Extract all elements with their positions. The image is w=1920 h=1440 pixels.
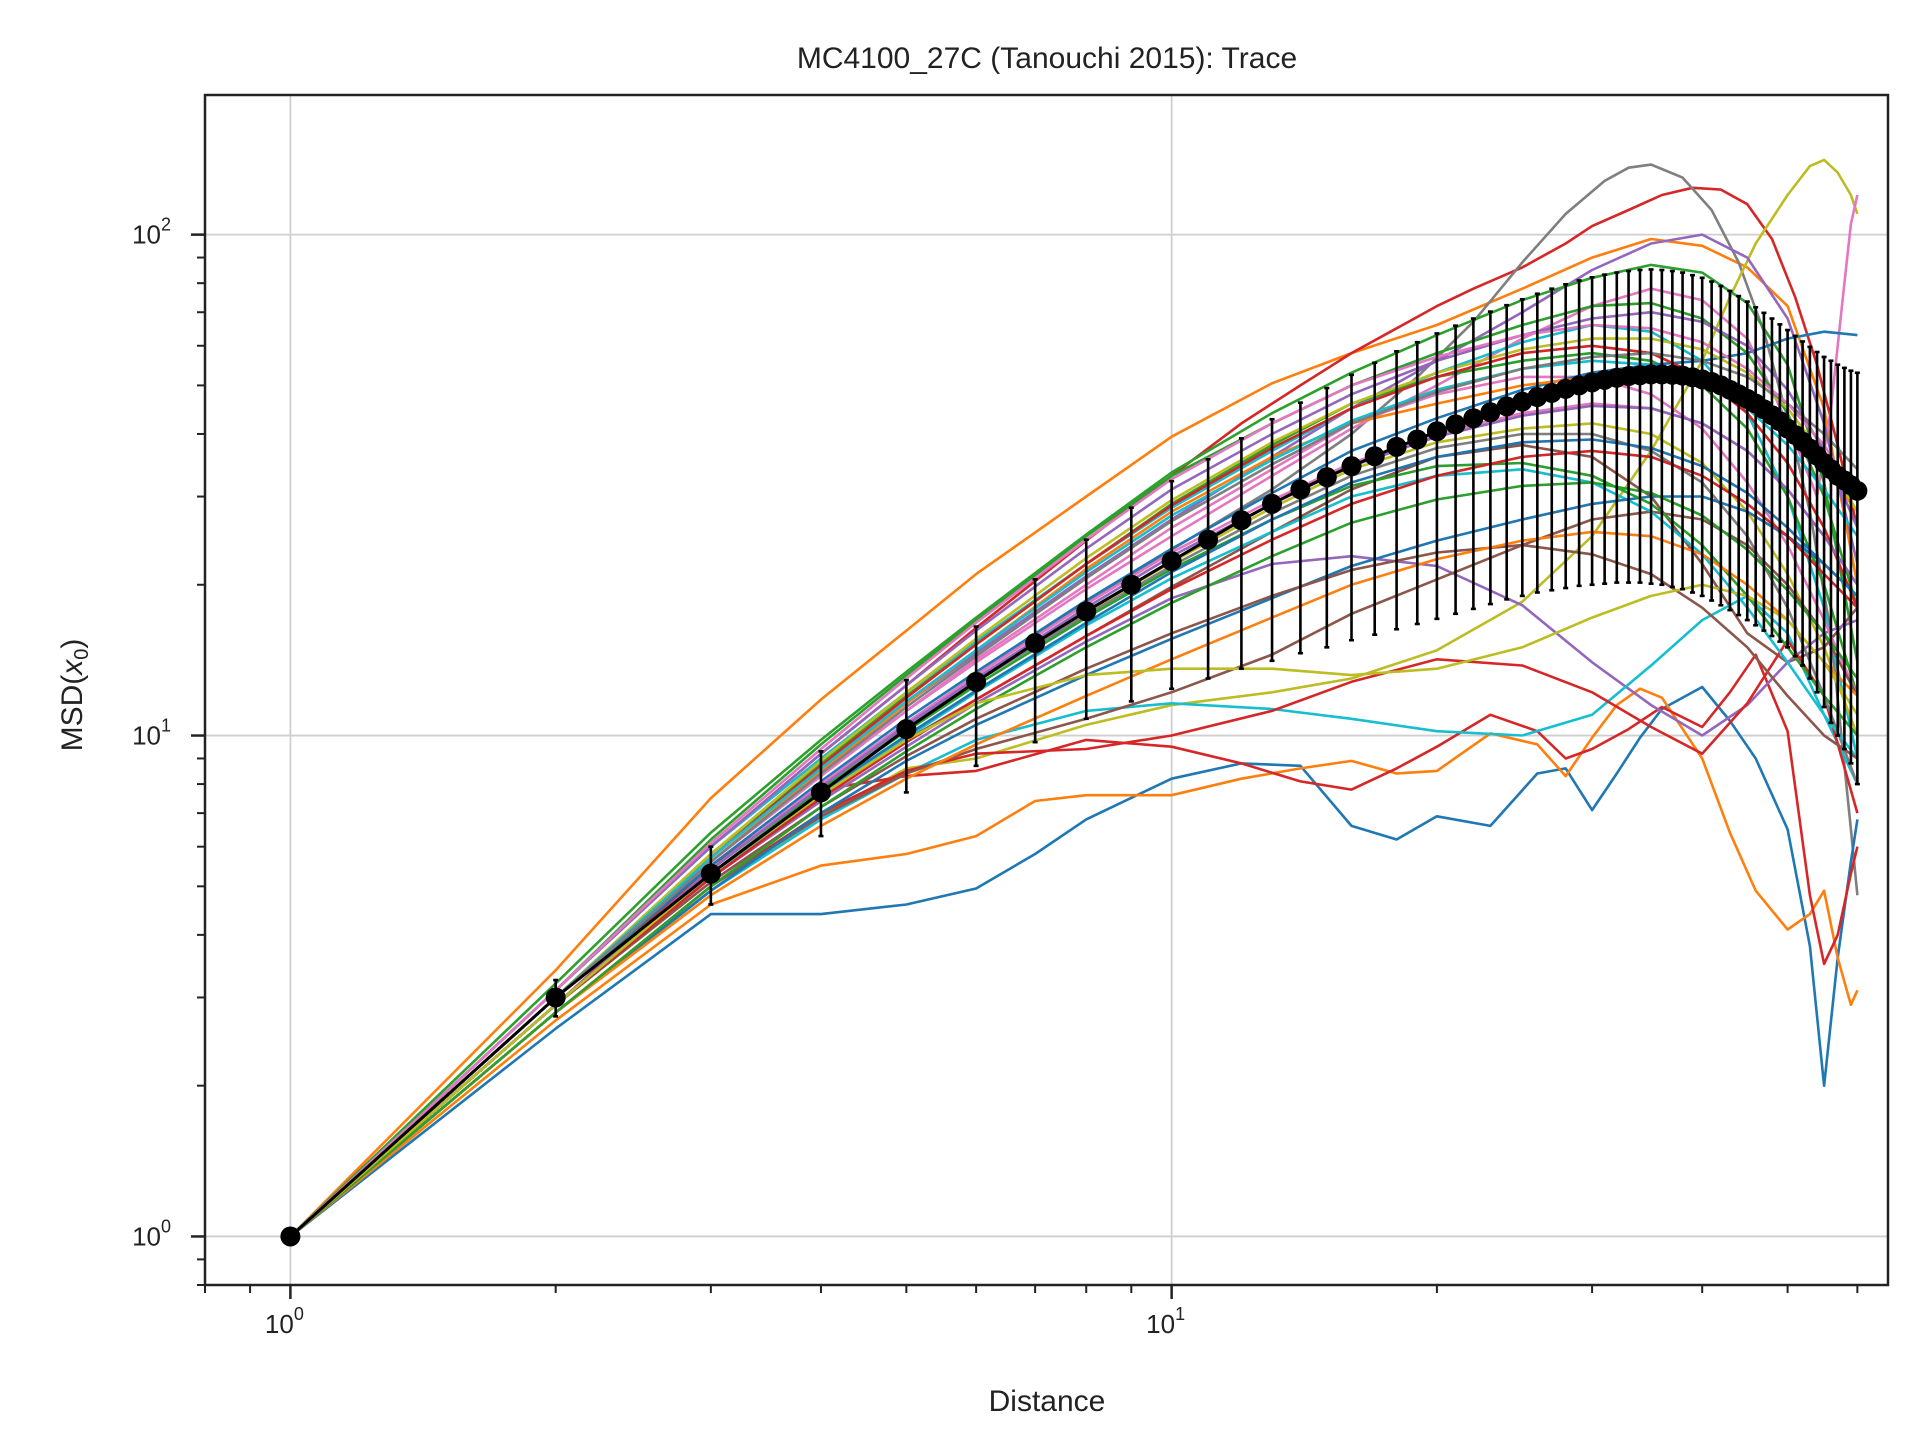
y-tick-label: 102 — [132, 215, 171, 250]
trace-line — [289, 685, 1859, 1238]
x-tick-label-base: 10 — [1146, 1309, 1175, 1339]
mean-point — [1290, 479, 1311, 500]
y-axis-label-var: x — [56, 659, 89, 677]
mean-point — [1386, 436, 1407, 457]
mean-point — [1512, 391, 1533, 412]
y-tick-label-exp: 0 — [161, 1216, 171, 1236]
y-axis-label-sub: 0 — [71, 649, 93, 660]
y-tick-label: 100 — [132, 1216, 171, 1251]
mean-series — [280, 364, 1868, 1247]
y-tick-label: 101 — [132, 716, 171, 751]
mean-point — [1847, 480, 1868, 501]
mean-point — [810, 782, 831, 803]
y-tick-label-exp: 2 — [161, 215, 171, 235]
mean-point — [1426, 421, 1447, 442]
x-tick-label-exp: 0 — [294, 1304, 304, 1324]
x-tick-label-exp: 1 — [1175, 1304, 1185, 1324]
y-axis-label-close: ) — [56, 639, 89, 649]
y-tick-label-base: 10 — [132, 721, 161, 751]
x-tick-label: 100 — [265, 1304, 304, 1339]
mean-point — [280, 1226, 301, 1247]
mean-point — [1480, 402, 1501, 423]
y-axis-label-base: MSD( — [56, 675, 89, 752]
plot-frame — [203, 93, 1890, 1287]
mean-point — [1364, 446, 1385, 467]
y-tick-label-exp: 1 — [161, 716, 171, 736]
x-tick-label: 101 — [1146, 1304, 1185, 1339]
x-tick-label-base: 10 — [265, 1309, 294, 1339]
mean-point — [966, 671, 987, 692]
mean-point — [1463, 408, 1484, 429]
trace-line — [289, 653, 1859, 1238]
mean-point — [1231, 510, 1252, 531]
y-tick-label-base: 10 — [132, 220, 161, 250]
trace-line — [289, 687, 1859, 1238]
mean-point — [1445, 414, 1466, 435]
mean-point — [1316, 467, 1337, 488]
mean-point — [1407, 429, 1428, 450]
mean-point — [1496, 396, 1517, 417]
mean-point — [1161, 551, 1182, 572]
mean-point — [1198, 529, 1219, 550]
mean-point — [700, 863, 721, 884]
mean-error-bars — [287, 268, 1860, 1238]
chart-title: MC4100_27C (Tanouchi 2015): Trace — [797, 42, 1297, 75]
mean-point — [545, 987, 566, 1008]
y-tick-label-base: 10 — [132, 1221, 161, 1251]
x-axis-label: Distance — [989, 1385, 1106, 1418]
mean-point — [1076, 601, 1097, 622]
mean-point — [1121, 574, 1142, 595]
y-axis-label: MSD(x0) — [56, 639, 93, 752]
mean-point — [1025, 633, 1046, 654]
mean-point — [1341, 456, 1362, 477]
mean-point — [1262, 493, 1283, 514]
mean-point — [896, 719, 917, 740]
